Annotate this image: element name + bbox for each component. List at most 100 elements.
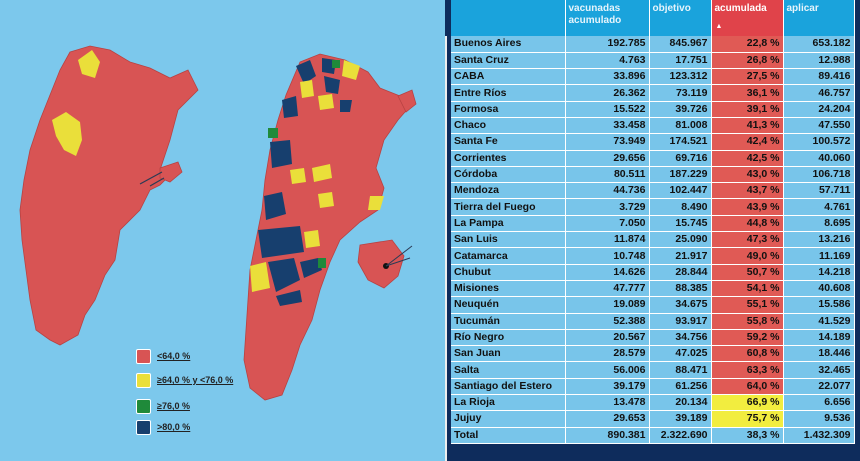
legend-label-very-high: >80,0 % — [157, 422, 191, 432]
cell-poblacion: 39.189 — [649, 410, 712, 428]
cell-cobertura: 54,1 % — [711, 280, 784, 298]
header-restan[interactable]: Restan aplicar — [783, 0, 855, 36]
table-row: Neuquén 19.089 34.675 55,1 % 15.586 — [451, 296, 855, 314]
sort-ascending-icon[interactable]: ▲ — [715, 23, 723, 30]
cell-cobertura: 60,8 % — [711, 345, 784, 363]
total-personas: 890.381 — [565, 427, 650, 444]
cell-cobertura: 55,8 % — [711, 313, 784, 330]
cell-poblacion: 21.917 — [649, 247, 712, 265]
header-provincia[interactable]: Provincia — [451, 0, 566, 36]
table-row: Salta 56.006 88.471 63,3 % 32.465 — [451, 361, 855, 379]
table-row: Río Negro 20.567 34.756 59,2 % 14.189 — [451, 329, 855, 347]
cell-personas: 28.579 — [565, 345, 650, 363]
table-row: CABA 33.896 123.312 27,5 % 89.416 — [451, 68, 855, 86]
cell-cobertura: 63,3 % — [711, 361, 784, 379]
cell-cobertura: 66,9 % — [711, 394, 784, 412]
cell-cobertura: 55,1 % — [711, 296, 784, 314]
cell-provincia: Córdoba — [451, 166, 566, 184]
cell-provincia: Entre Ríos — [451, 84, 566, 102]
cell-personas: 44.736 — [565, 182, 650, 200]
cell-provincia: Buenos Aires — [451, 36, 566, 53]
cell-personas: 13.478 — [565, 394, 650, 412]
cell-personas: 33.458 — [565, 117, 650, 135]
table-header-row: Provincia Personas vacunadas acumulado P… — [451, 0, 855, 36]
table-row: Corrientes 29.656 69.716 42,5 % 40.060 — [451, 150, 855, 167]
table-row: Entre Ríos 26.362 73.119 36,1 % 46.757 — [451, 84, 855, 102]
cell-provincia: Salta — [451, 361, 566, 379]
cell-personas: 39.179 — [565, 378, 650, 396]
cell-cobertura: 41,3 % — [711, 117, 784, 135]
cell-restan: 14.189 — [783, 329, 855, 347]
falklands-islands — [357, 239, 405, 289]
cell-cobertura: 43,9 % — [711, 198, 784, 216]
table-row: Formosa 15.522 39.726 39,1 % 24.204 — [451, 101, 855, 118]
cell-poblacion: 93.917 — [649, 313, 712, 330]
navy-departments — [258, 58, 352, 306]
cell-restan: 46.757 — [783, 84, 855, 102]
ne-island — [397, 89, 417, 113]
table-row: Tucumán 52.388 93.917 55,8 % 41.529 — [451, 313, 855, 330]
coverage-table: Provincia Personas vacunadas acumulado P… — [451, 0, 855, 444]
legend-swatch-low — [136, 349, 151, 364]
cell-poblacion: 88.385 — [649, 280, 712, 298]
cell-restan: 24.204 — [783, 101, 855, 118]
cell-personas: 14.626 — [565, 264, 650, 281]
cell-restan: 18.446 — [783, 345, 855, 363]
cell-poblacion: 20.134 — [649, 394, 712, 412]
province-map — [19, 45, 417, 401]
coverage-table-panel: Provincia Personas vacunadas acumulado P… — [445, 0, 860, 461]
cell-poblacion: 39.726 — [649, 101, 712, 118]
table-row: La Pampa 7.050 15.745 44,8 % 8.695 — [451, 215, 855, 233]
table-row: Misiones 47.777 88.385 54,1 % 40.608 — [451, 280, 855, 298]
cell-personas: 29.656 — [565, 150, 650, 167]
cell-cobertura: 44,8 % — [711, 215, 784, 233]
cell-poblacion: 69.716 — [649, 150, 712, 167]
cell-cobertura: 22,8 % — [711, 36, 784, 53]
cell-personas: 73.949 — [565, 133, 650, 151]
cell-personas: 56.006 — [565, 361, 650, 379]
table-row: Santa Fe 73.949 174.521 42,4 % 100.572 — [451, 133, 855, 151]
cell-provincia: Río Negro — [451, 329, 566, 347]
header-cobertura[interactable]: Cobertura acumulada ▲ — [711, 0, 784, 36]
cell-cobertura: 50,7 % — [711, 264, 784, 281]
cell-poblacion: 25.090 — [649, 231, 712, 249]
cell-personas: 47.777 — [565, 280, 650, 298]
cell-poblacion: 61.256 — [649, 378, 712, 396]
cell-restan: 106.718 — [783, 166, 855, 184]
cell-cobertura: 43,7 % — [711, 182, 784, 200]
table-row: Chaco 33.458 81.008 41,3 % 47.550 — [451, 117, 855, 135]
cell-restan: 12.988 — [783, 52, 855, 70]
cell-personas: 29.653 — [565, 410, 650, 428]
header-poblacion[interactable]: Población objetivo — [649, 0, 712, 36]
header-personas[interactable]: Personas vacunadas acumulado — [565, 0, 650, 36]
cell-cobertura: 27,5 % — [711, 68, 784, 86]
cell-provincia: Corrientes — [451, 150, 566, 167]
cell-personas: 33.896 — [565, 68, 650, 86]
cell-personas: 10.748 — [565, 247, 650, 265]
cell-provincia: Misiones — [451, 280, 566, 298]
cell-personas: 19.089 — [565, 296, 650, 314]
table-row: Córdoba 80.511 187.229 43,0 % 106.718 — [451, 166, 855, 184]
cell-restan: 32.465 — [783, 361, 855, 379]
cell-poblacion: 102.447 — [649, 182, 712, 200]
total-restan: 1.432.309 — [783, 427, 855, 444]
cell-cobertura: 42,4 % — [711, 133, 784, 151]
cell-restan: 8.695 — [783, 215, 855, 233]
cell-cobertura: 64,0 % — [711, 378, 784, 396]
table-total-row: Total 890.381 2.322.690 38,3 % 1.432.309 — [451, 427, 855, 444]
cell-restan: 57.711 — [783, 182, 855, 200]
cell-provincia: Catamarca — [451, 247, 566, 265]
cell-poblacion: 47.025 — [649, 345, 712, 363]
table-row: Santa Cruz 4.763 17.751 26,8 % 12.988 — [451, 52, 855, 70]
cell-personas: 15.522 — [565, 101, 650, 118]
cell-provincia: Santa Fe — [451, 133, 566, 151]
cell-personas: 26.362 — [565, 84, 650, 102]
cell-restan: 100.572 — [783, 133, 855, 151]
legend-swatch-high — [136, 399, 151, 414]
cell-poblacion: 34.675 — [649, 296, 712, 314]
cell-provincia: Tierra del Fuego — [451, 198, 566, 216]
table-row: La Rioja 13.478 20.134 66,9 % 6.656 — [451, 394, 855, 412]
tierra-del-fuego-left — [159, 161, 183, 183]
header-cobertura-label: Cobertura acumulada — [714, 0, 767, 14]
